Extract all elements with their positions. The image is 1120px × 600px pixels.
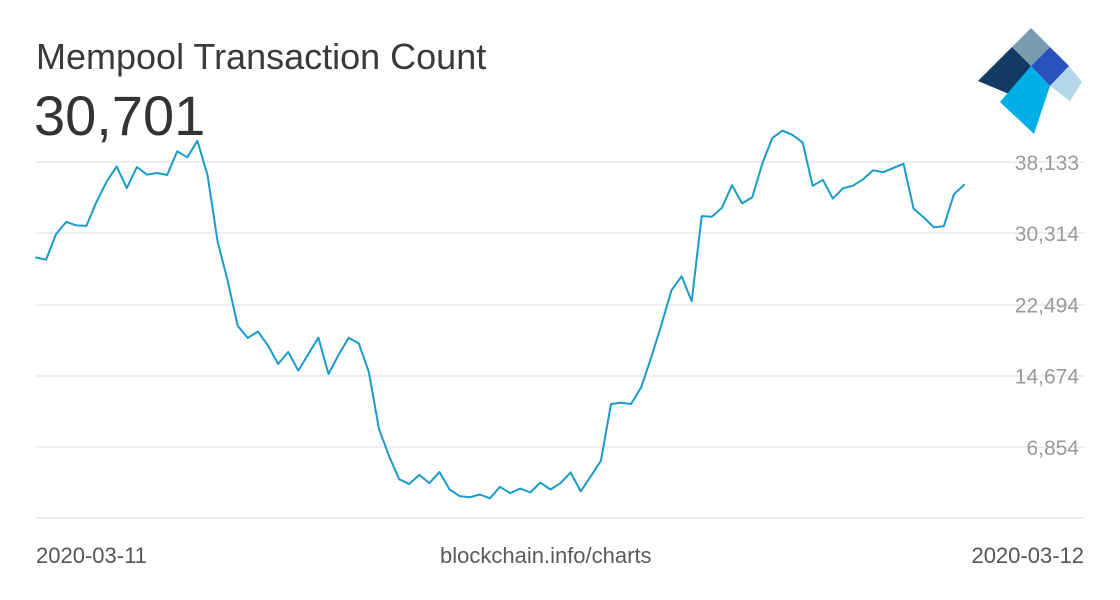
y-tick-label: 38,133 xyxy=(1015,152,1079,175)
y-tick-labels: 6,854 14,674 22,494 30,314 38,133 xyxy=(1015,152,1080,460)
y-tick-label: 22,494 xyxy=(1015,294,1080,317)
logo-right-segment xyxy=(1050,66,1082,101)
grid-layer xyxy=(36,161,1085,519)
end-date-label: 2020-03-12 xyxy=(971,543,1084,568)
y-tick-label: 30,314 xyxy=(1015,223,1080,246)
logo-bottom-segment xyxy=(1000,66,1050,134)
chart-title: Mempool Transaction Count xyxy=(36,36,487,77)
current-value: 30,701 xyxy=(34,84,206,147)
blockchain-logo-icon xyxy=(978,28,1082,134)
y-tick-label: 14,674 xyxy=(1015,366,1080,389)
logo-middle-segment xyxy=(1031,47,1069,86)
series-line xyxy=(35,129,965,500)
source-link[interactable]: blockchain.info/charts xyxy=(440,543,652,568)
start-date-label: 2020-03-11 xyxy=(36,543,147,568)
y-tick-label: 6,854 xyxy=(1026,437,1079,460)
